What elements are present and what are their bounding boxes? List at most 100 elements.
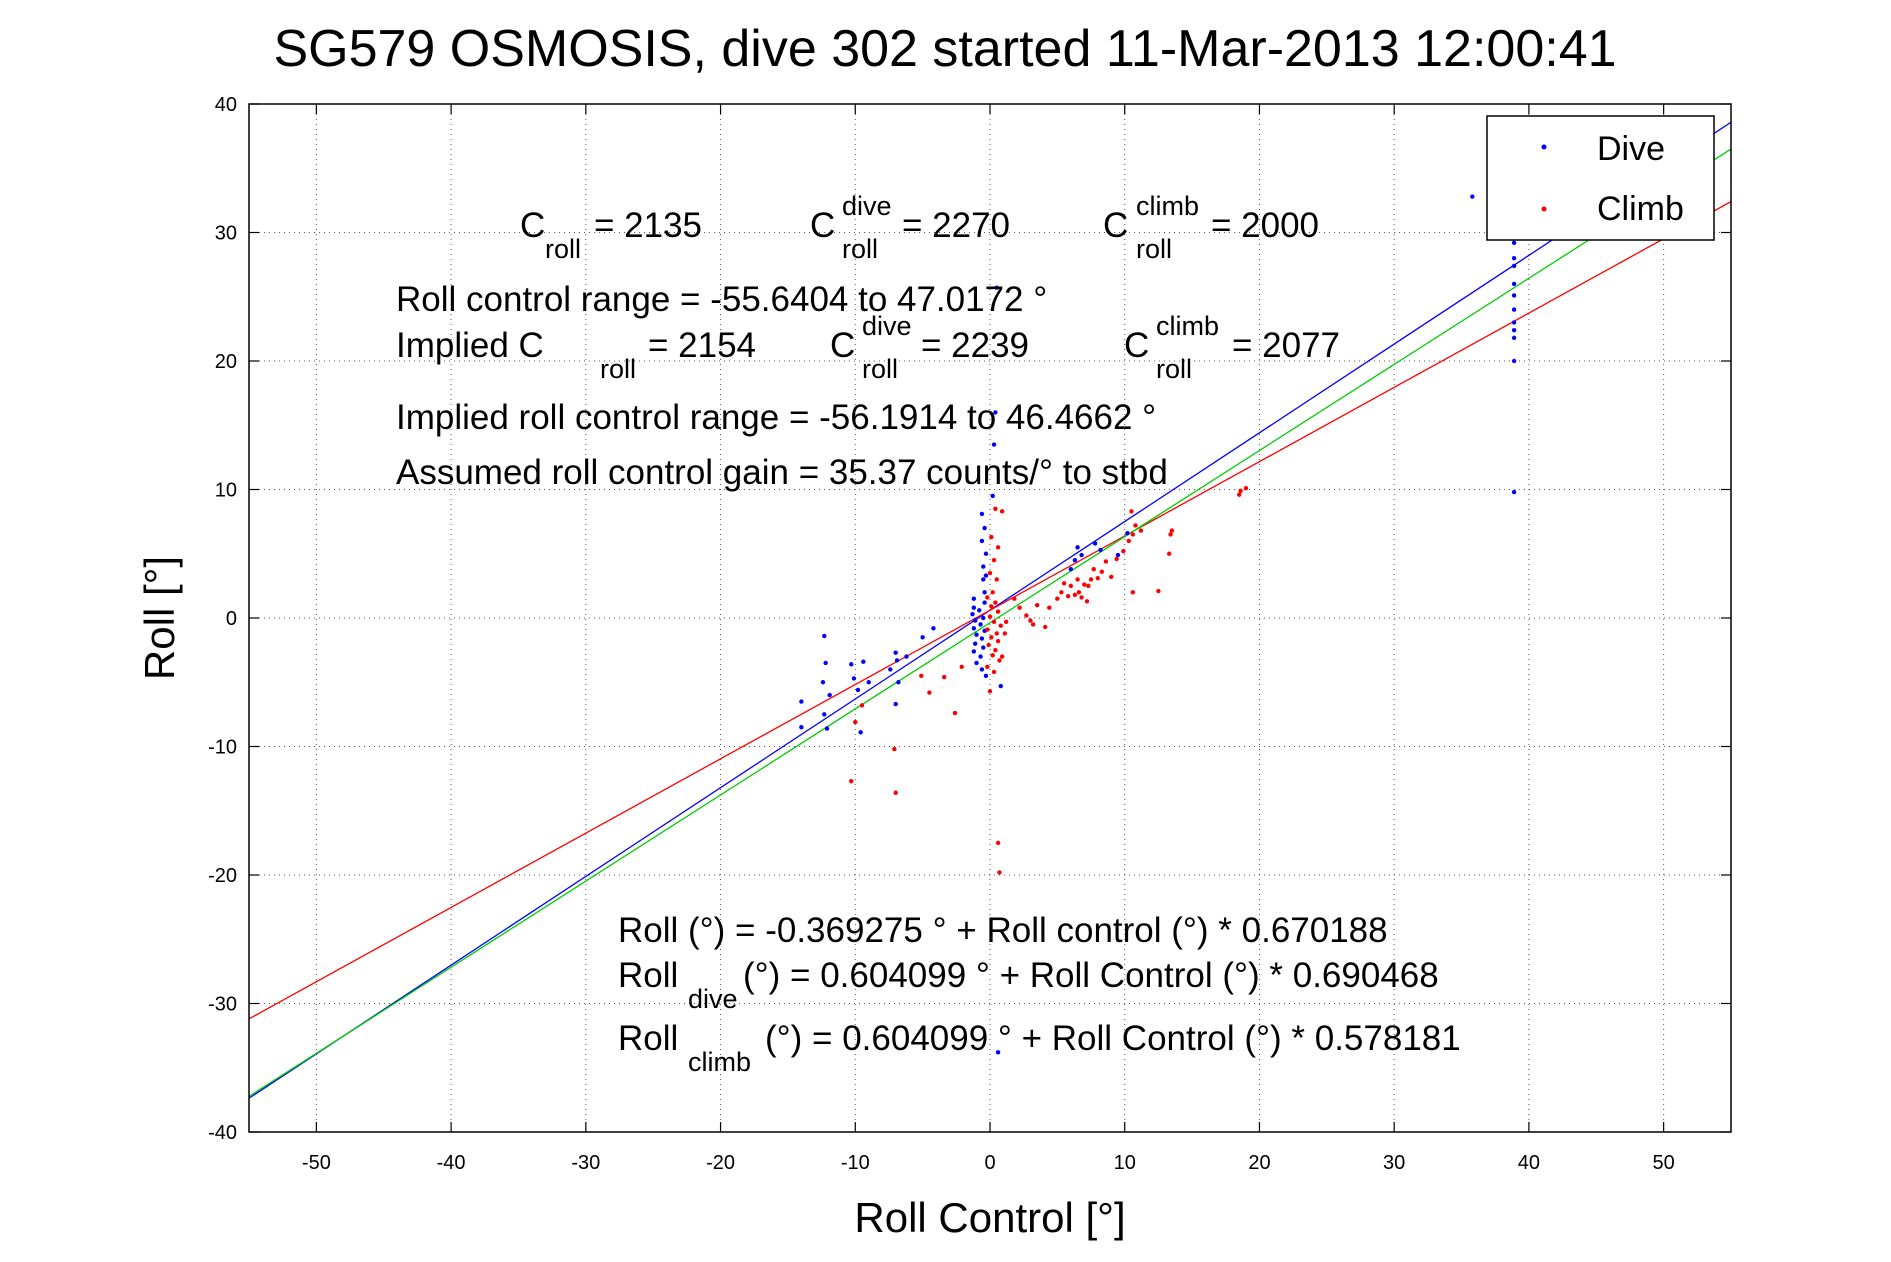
data-point-dive — [979, 667, 985, 672]
data-point-dive — [799, 699, 804, 704]
data-point-climb — [1109, 574, 1114, 580]
c-roll-sub: roll — [545, 234, 581, 264]
data-point-climb — [927, 690, 932, 695]
data-point-dive — [971, 596, 977, 601]
data-point-dive — [823, 660, 828, 666]
y-tick-label: 10 — [215, 480, 237, 502]
data-point-climb — [990, 590, 995, 595]
annotation-c-roll-dive: C dive roll = 2270 — [810, 191, 1010, 264]
svg-text:C: C — [520, 206, 545, 245]
data-point-dive — [1092, 541, 1098, 546]
x-axis-label: Roll Control [°] — [854, 1194, 1125, 1241]
roll-control-range: Roll control range = -55.6404 to 47.0172… — [396, 280, 1047, 319]
data-point-dive — [971, 649, 977, 654]
equation-all: Roll (°) = -0.369275 ° + Roll control (°… — [618, 911, 1388, 950]
data-point-dive — [888, 667, 893, 672]
data-point-dive — [893, 701, 898, 707]
data-point-dive — [1511, 293, 1517, 298]
data-point-climb — [893, 790, 898, 795]
data-point-climb — [999, 509, 1005, 514]
data-point-dive — [896, 680, 901, 685]
data-point-climb — [1012, 596, 1017, 601]
eq-climb-rest: (°) = 0.604099 ° + Roll Control (°) * 0.… — [765, 1019, 1461, 1058]
data-point-dive — [981, 615, 986, 621]
data-point-dive — [982, 600, 987, 605]
data-point-climb — [995, 545, 1001, 550]
assumed-roll-control-gain: Assumed roll control gain = 35.37 counts… — [396, 453, 1168, 492]
y-tick-label: -30 — [208, 994, 237, 1016]
fit-line — [249, 201, 1731, 1020]
c-roll-dive-value: = 2270 — [902, 206, 1010, 245]
data-point-dive — [858, 730, 863, 735]
data-point-dive — [1125, 530, 1130, 536]
c-roll-dive-main: C — [810, 206, 835, 245]
y-tick-label: -20 — [208, 865, 237, 887]
y-tick-label: 0 — [226, 608, 237, 630]
legend-label-climb: Climb — [1597, 190, 1684, 228]
y-axis-label: Roll [°] — [136, 556, 183, 680]
x-tick-label: -30 — [571, 1152, 600, 1174]
data-point-climb — [1138, 528, 1144, 533]
data-point-dive — [1511, 358, 1517, 364]
data-point-climb — [997, 658, 1002, 663]
data-point-climb — [1003, 619, 1009, 625]
x-tick-label: -50 — [302, 1152, 331, 1174]
data-point-climb — [1002, 631, 1008, 636]
data-point-dive — [991, 442, 997, 447]
implied-roll-control-range: Implied roll control range = -56.1914 to… — [396, 398, 1156, 437]
x-tick-label: 30 — [1383, 1152, 1405, 1174]
c-roll-climb-main: C — [1103, 206, 1128, 245]
data-point-climb — [985, 595, 990, 600]
data-point-dive — [1072, 557, 1078, 563]
x-tick-label: -20 — [706, 1152, 735, 1174]
data-point-climb — [1068, 583, 1074, 589]
data-point-climb — [952, 710, 958, 716]
data-point-climb — [987, 614, 993, 619]
data-point-climb — [1166, 551, 1172, 556]
data-point-climb — [1091, 566, 1096, 572]
data-point-dive — [822, 712, 827, 717]
implied-c-roll-climb-sub: roll — [1156, 354, 1192, 384]
data-point-dive — [822, 633, 827, 639]
data-point-dive — [998, 683, 1003, 689]
data-point-climb — [999, 654, 1005, 659]
equation-dive: Roll dive (°) = 0.604099 ° + Roll Contro… — [618, 956, 1439, 1014]
data-point-climb — [1024, 613, 1029, 618]
data-point-climb — [1072, 592, 1078, 598]
eq-dive-rest: (°) = 0.604099 ° + Roll Control (°) * 0.… — [743, 956, 1439, 995]
x-tick-label: 40 — [1518, 1152, 1540, 1174]
data-point-dive — [931, 626, 936, 631]
implied-c-roll-dive-value: = 2239 — [921, 326, 1029, 365]
data-point-climb — [985, 664, 990, 670]
data-point-climb — [1055, 596, 1060, 601]
c-roll-climb-value: = 2000 — [1211, 206, 1319, 245]
data-point-climb — [987, 689, 993, 694]
data-point-climb — [986, 642, 991, 648]
data-point-dive — [849, 662, 854, 667]
data-point-dive — [970, 611, 975, 617]
data-point-dive — [866, 680, 871, 685]
chart-title: SG579 OSMOSIS, dive 302 started 11-Mar-2… — [273, 20, 1616, 78]
implied-c-roll-sub: roll — [600, 354, 636, 384]
x-tick-label: -40 — [437, 1152, 466, 1174]
data-point-climb — [1075, 577, 1080, 582]
c-roll-dive-sup: dive — [842, 191, 892, 221]
data-point-climb — [989, 635, 994, 640]
legend-marker-climb — [1541, 206, 1547, 212]
eq-climb-sub: climb — [688, 1047, 751, 1077]
data-point-climb — [1061, 581, 1067, 586]
data-point-dive — [1511, 320, 1517, 325]
data-point-dive — [1068, 566, 1074, 572]
data-point-climb — [1088, 577, 1094, 582]
data-point-climb — [993, 506, 998, 511]
legend-label-dive: Dive — [1597, 130, 1665, 168]
c-roll-main: C — [520, 206, 545, 245]
data-point-climb — [1243, 486, 1249, 491]
data-point-climb — [993, 600, 998, 605]
data-point-climb — [989, 534, 994, 540]
data-point-climb — [995, 638, 1001, 644]
data-point-dive — [978, 654, 983, 659]
data-point-climb — [994, 631, 999, 636]
data-point-climb — [1238, 488, 1243, 493]
c-roll-climb-sub: roll — [1136, 234, 1172, 264]
